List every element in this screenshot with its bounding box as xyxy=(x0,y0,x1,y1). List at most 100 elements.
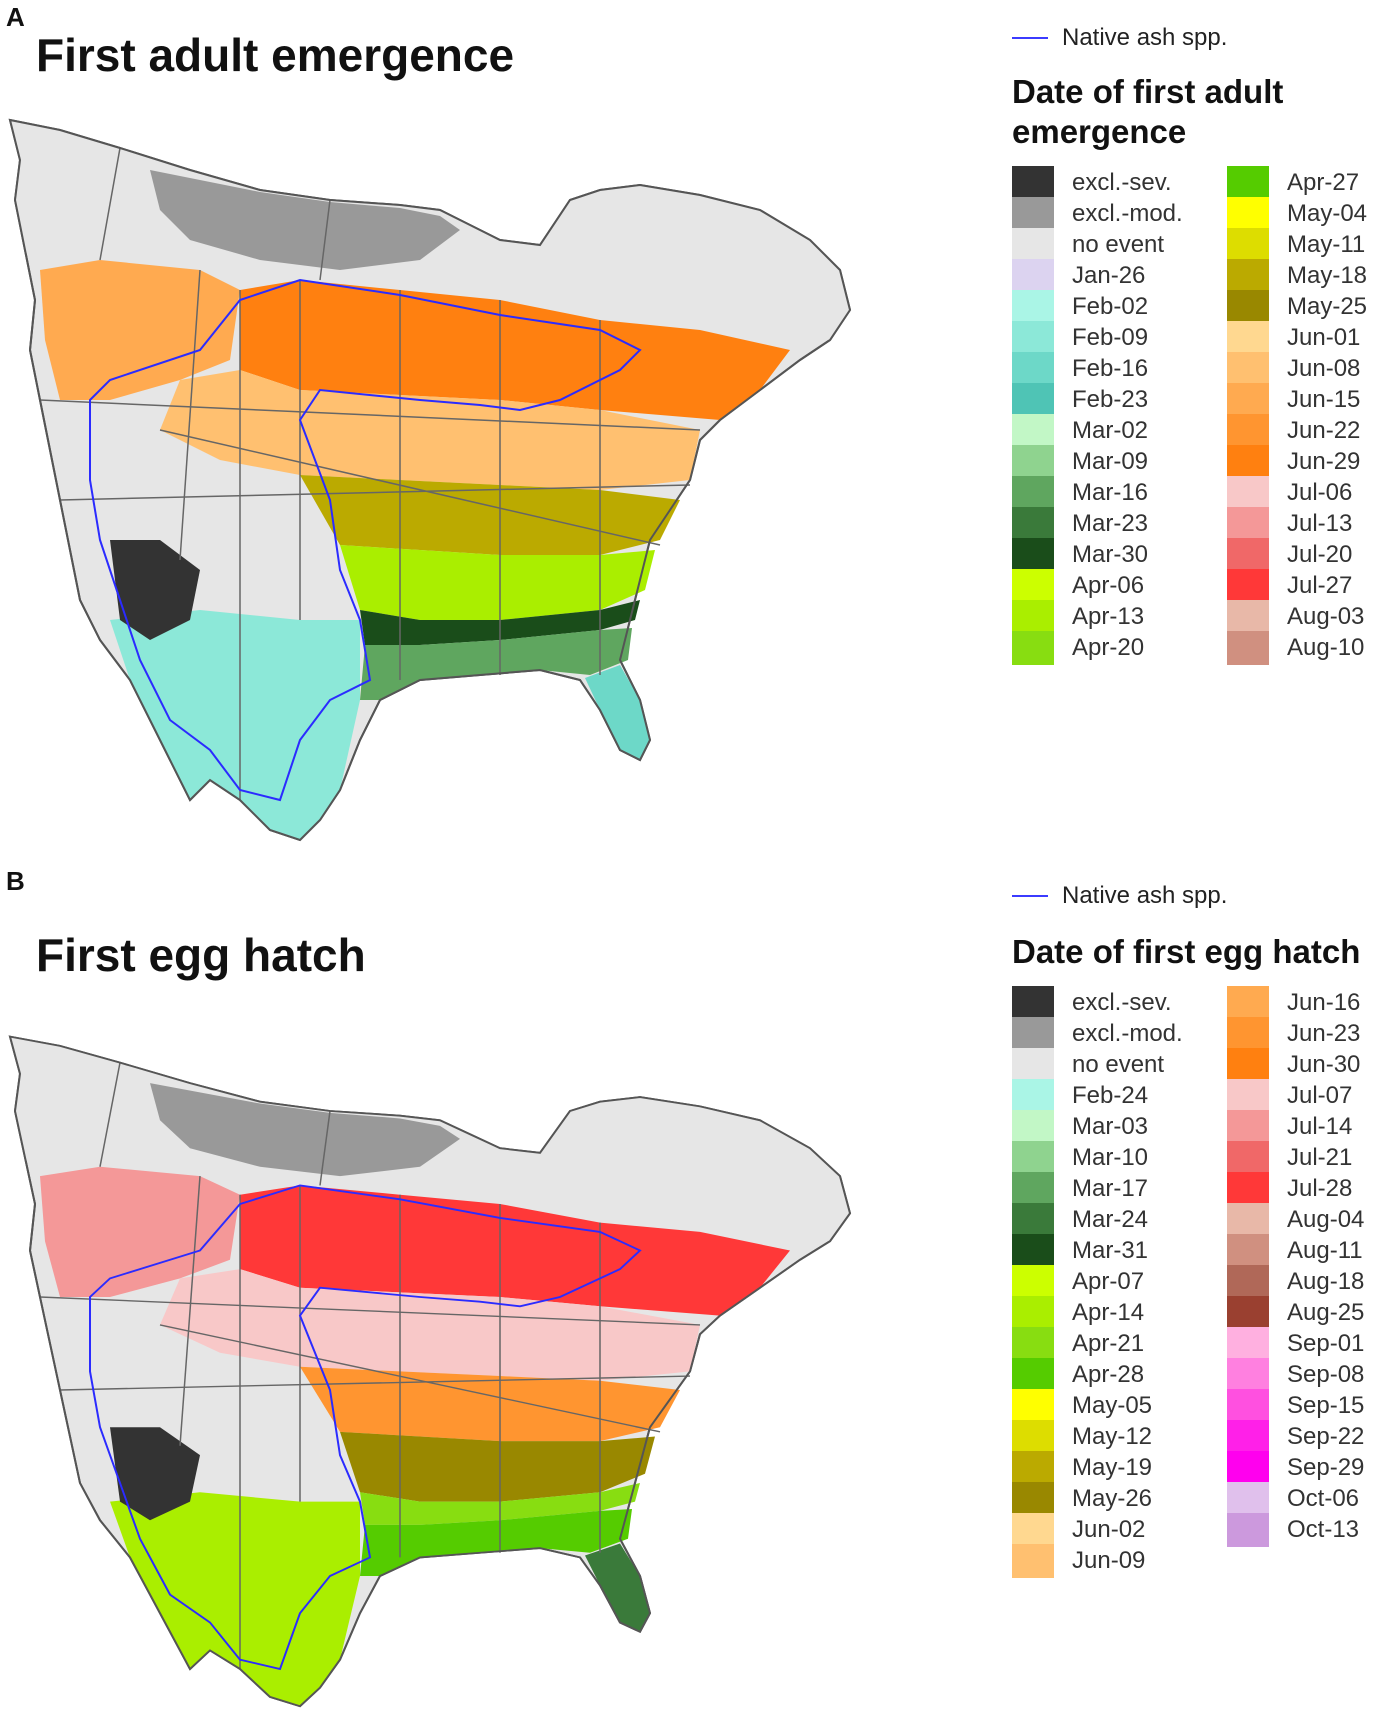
legend-swatch xyxy=(1012,476,1054,510)
legend-swatch xyxy=(1012,1017,1054,1051)
legend-label: Jun-02 xyxy=(1072,1516,1146,1543)
legend-label: Jun-30 xyxy=(1287,1051,1361,1078)
legend-label: Apr-27 xyxy=(1287,169,1360,196)
legend-swatch xyxy=(1227,166,1269,200)
legend-swatch xyxy=(1012,1141,1054,1175)
legend-item: Feb-16 xyxy=(1012,352,1227,386)
state-border xyxy=(159,429,661,546)
legend-swatch xyxy=(1227,445,1269,479)
legend-swatch xyxy=(1227,631,1269,665)
legend-swatch xyxy=(1012,1513,1054,1547)
legend-label: Sep-01 xyxy=(1287,1330,1365,1357)
legend-swatch xyxy=(1227,1482,1269,1516)
legend-item: Jun-02 xyxy=(1012,1513,1227,1547)
legend-label: Feb-16 xyxy=(1072,355,1149,382)
legend-swatch xyxy=(1012,538,1054,572)
legend-swatch xyxy=(1227,1048,1269,1082)
legend-item: Apr-28 xyxy=(1012,1358,1227,1392)
legend-swatch xyxy=(1227,507,1269,541)
state-border xyxy=(59,1375,691,1391)
legend-swatch xyxy=(1012,1296,1054,1330)
legend-item: Mar-03 xyxy=(1012,1110,1227,1144)
map-zone-southwest xyxy=(110,610,360,840)
legend-label: Mar-10 xyxy=(1072,1144,1149,1171)
legend-item: Mar-24 xyxy=(1012,1203,1227,1237)
map-zone-north-plains xyxy=(160,1269,700,1381)
legend-item: excl.-sev. xyxy=(1012,986,1227,1020)
legend-swatch xyxy=(1227,538,1269,572)
legend-swatch xyxy=(1227,569,1269,603)
legend-label: Jun-08 xyxy=(1287,355,1361,382)
legend-swatch xyxy=(1012,507,1054,541)
legend-title: Date of first egg hatch xyxy=(1012,933,1361,970)
legend-label: Oct-06 xyxy=(1287,1485,1360,1512)
legend-swatch xyxy=(1012,290,1054,324)
legend-label: May-05 xyxy=(1072,1392,1153,1419)
legend-label: Jul-14 xyxy=(1287,1113,1353,1140)
legend-label: Aug-04 xyxy=(1287,1206,1365,1233)
legend-label: Mar-30 xyxy=(1072,541,1149,568)
legend-swatch xyxy=(1227,1172,1269,1206)
legend-label: Jul-27 xyxy=(1287,572,1353,599)
native-ash-range-line xyxy=(89,1184,642,1671)
legend-swatch xyxy=(1012,1203,1054,1237)
legend-item: Jun-15 xyxy=(1227,383,1395,417)
legend-item: May-18 xyxy=(1227,259,1395,293)
map-zone-florida xyxy=(585,1543,650,1632)
legend-label: May-11 xyxy=(1287,231,1366,258)
legend-swatch xyxy=(1012,1172,1054,1206)
legend-swatch xyxy=(1227,1203,1269,1237)
legend-item: Jul-20 xyxy=(1227,538,1395,572)
legend-item: Jan-26 xyxy=(1012,259,1227,293)
legend-label: Apr-28 xyxy=(1072,1361,1145,1388)
legend-swatch xyxy=(1227,986,1269,1020)
legend-label: Sep-29 xyxy=(1287,1454,1365,1481)
legend-label: Apr-14 xyxy=(1072,1299,1145,1326)
legend-label: May-26 xyxy=(1072,1485,1153,1512)
legend-swatch xyxy=(1227,1327,1269,1361)
legend-item: Feb-02 xyxy=(1012,290,1227,324)
north-america-map xyxy=(8,118,852,842)
legend-swatch xyxy=(1227,321,1269,355)
map-zone-prairie-north xyxy=(40,260,240,400)
panel-letter: A xyxy=(6,2,25,32)
ash-range-line-icon xyxy=(1012,895,1048,897)
legend-swatch xyxy=(1012,631,1054,665)
legend-label: Feb-23 xyxy=(1072,386,1149,413)
legend-label: Aug-11 xyxy=(1287,1237,1363,1264)
legend-swatch xyxy=(1012,569,1054,603)
legend-label: May-12 xyxy=(1072,1423,1153,1450)
legend-item: Jun-30 xyxy=(1227,1048,1395,1082)
legend-label: no event xyxy=(1072,1051,1165,1078)
state-border xyxy=(99,147,121,261)
legend-label: Jul-13 xyxy=(1287,510,1353,537)
legend-label: May-18 xyxy=(1287,262,1368,289)
legend-label: Jul-07 xyxy=(1287,1082,1353,1109)
legend-label: Apr-20 xyxy=(1072,634,1145,661)
legend-label: excl.-sev. xyxy=(1072,989,1172,1016)
legend-swatch xyxy=(1012,986,1054,1020)
date-legend: excl.-sev. excl.-mod. no event Jan-26 Feb-02… xyxy=(1012,166,1395,665)
legend-swatch xyxy=(1227,1110,1269,1144)
legend-label: Mar-02 xyxy=(1072,417,1149,444)
legend-item: May-25 xyxy=(1227,290,1395,324)
reference-line-legend: Native ash spp. xyxy=(1012,882,1227,910)
legend-swatch xyxy=(1012,166,1054,200)
legend-item: Jul-21 xyxy=(1227,1141,1395,1175)
coastline xyxy=(8,118,852,842)
legend-label: Jun-29 xyxy=(1287,448,1361,475)
map-title: First adult emergence xyxy=(36,29,515,81)
map-title: First egg hatch xyxy=(36,929,366,981)
legend-swatch xyxy=(1012,1420,1054,1454)
legend-item: Sep-22 xyxy=(1227,1420,1395,1454)
legend-item: Apr-07 xyxy=(1012,1265,1227,1299)
legend-swatch xyxy=(1012,414,1054,448)
legend-label: Apr-21 xyxy=(1072,1330,1145,1357)
legend-swatch xyxy=(1227,414,1269,448)
legend-swatch xyxy=(1012,1544,1054,1578)
legend-item: Mar-10 xyxy=(1012,1141,1227,1175)
map-zone-central-south xyxy=(340,545,655,620)
legend-swatch xyxy=(1227,1358,1269,1392)
legend-item: Apr-20 xyxy=(1012,631,1227,665)
legend-label: Apr-06 xyxy=(1072,572,1145,599)
